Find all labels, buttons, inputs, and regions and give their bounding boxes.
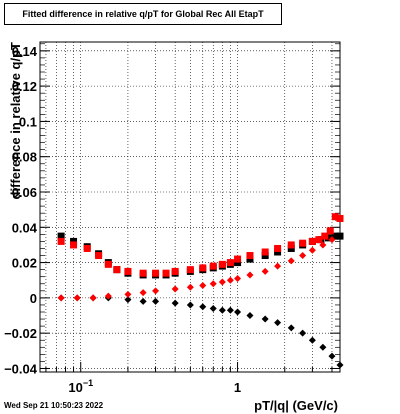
data-point (261, 248, 269, 256)
data-point (261, 267, 269, 275)
y-tick-label: 0.06 (12, 185, 37, 200)
data-point (152, 297, 160, 305)
data-point (328, 236, 336, 244)
data-point (124, 290, 132, 298)
data-point (234, 259, 242, 267)
data-point (209, 280, 217, 288)
data-point (218, 260, 226, 268)
data-point (226, 306, 234, 314)
data-point (246, 271, 254, 279)
data-point (186, 301, 194, 309)
data-point (308, 336, 316, 344)
data-point (274, 262, 282, 270)
data-point (199, 303, 207, 311)
data-point (57, 294, 65, 302)
data-point (124, 296, 132, 304)
data-point (209, 304, 217, 312)
data-point (186, 283, 194, 291)
data-point (274, 248, 282, 256)
data-point (331, 232, 339, 240)
timestamp: Wed Sep 21 10:50:23 2022 (4, 401, 104, 410)
data-point (95, 252, 103, 260)
chart-title: Fitted difference in relative q/pT for G… (4, 3, 282, 25)
data-point (246, 252, 254, 260)
y-tick-label: 0 (30, 291, 37, 306)
data-point (73, 294, 81, 302)
data-point (139, 269, 147, 277)
data-point (331, 213, 339, 221)
data-point (287, 257, 295, 265)
data-point (171, 267, 179, 275)
data-point (261, 252, 269, 260)
x-axis-label: pT/|q| (GeV/c) (254, 398, 338, 413)
data-point (139, 297, 147, 305)
x-tick-label: 1 (234, 380, 241, 395)
data-point (104, 260, 112, 268)
data-point (226, 276, 234, 284)
data-point (209, 262, 217, 270)
data-point (171, 299, 179, 307)
y-tick-label: 0.04 (12, 220, 38, 235)
data-point (234, 274, 242, 282)
data-point (274, 319, 282, 327)
data-point (299, 329, 307, 337)
data-point (324, 234, 332, 242)
data-point (246, 312, 254, 320)
data-point (113, 266, 121, 274)
data-point (218, 306, 226, 314)
data-point (299, 252, 307, 260)
data-point (162, 269, 170, 277)
y-tick-label: 0.02 (12, 256, 37, 271)
data-point (186, 266, 194, 274)
data-point (234, 255, 242, 263)
y-tick-label: 0.08 (12, 150, 37, 165)
data-point (261, 315, 269, 323)
data-point (152, 269, 160, 277)
data-point (308, 237, 316, 245)
plot-frame (39, 41, 341, 373)
data-point (336, 361, 344, 369)
data-point (299, 239, 307, 247)
y-tick-label: −0.02 (4, 326, 37, 341)
data-point (226, 259, 234, 267)
data-point (336, 214, 344, 222)
data-point (139, 289, 147, 297)
data-point (274, 244, 282, 252)
data-point (321, 232, 329, 240)
data-point (83, 244, 91, 252)
data-point (287, 244, 295, 252)
data-point (57, 237, 65, 245)
data-point (152, 287, 160, 295)
data-point (89, 294, 97, 302)
data-point (287, 324, 295, 332)
data-point (319, 241, 327, 249)
data-point (328, 352, 336, 360)
data-point (199, 264, 207, 272)
data-point (308, 246, 316, 254)
data-point (234, 308, 242, 316)
data-point (104, 292, 112, 300)
data-point (70, 237, 78, 245)
y-tick-label: −0.04 (4, 361, 38, 376)
data-point (218, 278, 226, 286)
data-point (199, 282, 207, 290)
data-point (57, 232, 65, 240)
x-tick-label: 10−1 (68, 378, 93, 395)
data-point (287, 241, 295, 249)
data-point (326, 227, 334, 235)
data-point (124, 267, 132, 275)
y-axis-label: difference in relative q/pT (8, 42, 23, 200)
data-point (336, 232, 344, 240)
data-point (315, 236, 323, 244)
y-tick-label: 0.14 (12, 44, 38, 59)
y-tick-label: 0.1 (19, 114, 37, 129)
y-tick-label: 0.12 (12, 79, 37, 94)
data-point (171, 285, 179, 293)
data-point (319, 343, 327, 351)
data-point (246, 255, 254, 263)
data-point (70, 241, 78, 249)
